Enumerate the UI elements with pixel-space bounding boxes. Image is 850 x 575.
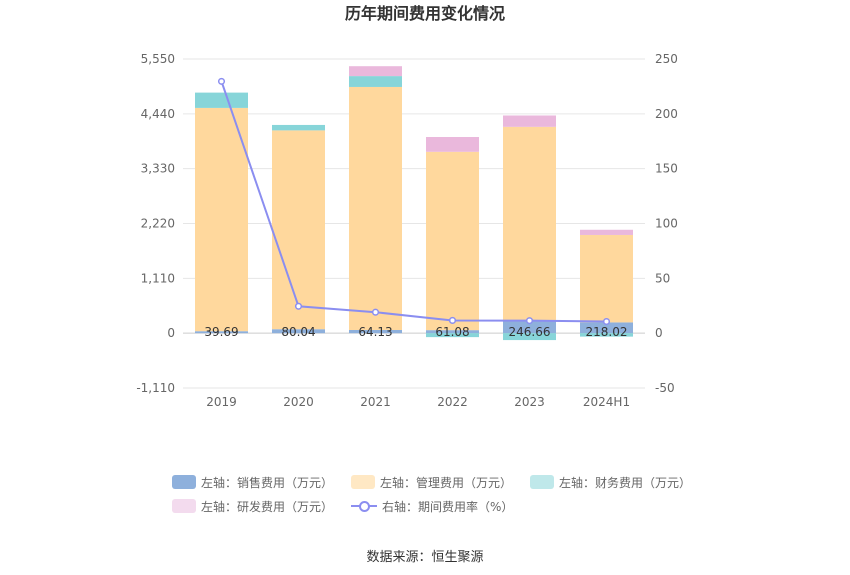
legend-label-rnd: 左轴：研发费用（万元） <box>201 499 334 514</box>
bar-s3-2024H1 <box>580 229 633 235</box>
bar-s2-2023 <box>503 333 556 341</box>
rate-line-series <box>217 77 611 326</box>
legend-label-sales: 左轴：销售费用（万元） <box>201 475 334 490</box>
x-tick-label: 2022 <box>437 395 468 409</box>
bar-s2-2020 <box>272 124 325 131</box>
right-tick-label: 100 <box>655 217 678 231</box>
legend-label-finance: 左轴：财务费用（万元） <box>559 475 692 490</box>
rate-point-2024H1 <box>602 317 611 326</box>
bar-label-2021: 64.13 <box>358 325 392 339</box>
rate-point-2019 <box>217 77 226 85</box>
bar-s2-2024H1 <box>580 333 633 337</box>
left-tick-label: 1,110 <box>141 271 175 285</box>
bar-label-2024H1: 218.02 <box>586 325 628 339</box>
bar-s1-2023 <box>503 126 556 321</box>
right-tick-label: 0 <box>655 326 663 340</box>
legend-item-rnd[interactable]: 左轴：研发费用（万元） <box>172 498 333 515</box>
left-tick-label: 5,550 <box>141 52 175 66</box>
x-axis-ticks: 2019 2020 2021 2022 2023 2024H1 <box>206 395 630 409</box>
right-tick-label: 50 <box>655 271 670 285</box>
bar-s0-2023 <box>503 320 556 334</box>
bar-s1-2024H1 <box>580 234 633 323</box>
rate-point-2023 <box>525 317 534 325</box>
legend-label-rate: 右轴：期间费用率（%） <box>382 499 514 514</box>
left-axis-ticks: 5,550 4,440 3,330 2,220 1,110 0 -1,110 <box>136 52 175 395</box>
legend-swatch-finance <box>530 475 555 489</box>
legend-swatch-rate <box>351 499 378 513</box>
bar-s0-2024H1 <box>580 322 633 334</box>
right-axis-ticks: 250 200 150 100 50 0 -50 <box>655 52 678 395</box>
bar-s3-2021 <box>349 66 402 77</box>
x-tick-label: 2021 <box>360 395 391 409</box>
legend-row-2: 左轴：研发费用（万元） 右轴：期间费用率（%） <box>172 494 692 518</box>
legend-swatch-sales <box>172 475 196 489</box>
bar-label-2020: 80.04 <box>281 325 315 339</box>
legend-item-admin[interactable]: 左轴：管理费用（万元） <box>351 474 512 491</box>
left-tick-label: 3,330 <box>141 162 175 176</box>
bar-series <box>195 66 633 341</box>
legend-item-rate[interactable]: 右轴：期间费用率（%） <box>351 498 513 515</box>
bar-s2-2019 <box>195 92 248 108</box>
bar-label-2022: 61.08 <box>435 325 469 339</box>
right-tick-label: 250 <box>655 52 678 66</box>
right-tick-label: 150 <box>655 162 678 176</box>
x-tick-label: 2019 <box>206 395 237 409</box>
left-tick-label: -1,110 <box>136 381 175 395</box>
legend: 左轴：销售费用（万元） 左轴：管理费用（万元） 左轴：财务费用（万元） 左轴：研… <box>172 470 692 518</box>
rate-line <box>220 81 607 323</box>
legend-swatch-admin <box>351 475 376 489</box>
bar-s1-2022 <box>426 151 479 331</box>
bar-s1-2021 <box>349 86 402 330</box>
right-tick-label: -50 <box>655 381 675 395</box>
bar-s1-2019 <box>195 107 248 332</box>
legend-item-finance[interactable]: 左轴：财务费用（万元） <box>530 474 691 491</box>
bar-data-labels: 39.69 80.04 64.13 61.08 246.66 218.02 <box>204 325 627 339</box>
legend-swatch-rnd <box>172 499 196 513</box>
chart-title: 历年期间费用变化情况 <box>345 4 505 23</box>
legend-row-1: 左轴：销售费用（万元） 左轴：管理费用（万元） 左轴：财务费用（万元） <box>172 470 692 494</box>
gridlines <box>183 58 645 389</box>
bar-s3-2023 <box>503 115 556 127</box>
legend-label-admin: 左轴：管理费用（万元） <box>380 475 513 490</box>
rate-point-2021 <box>371 308 380 316</box>
bar-s3-2022 <box>426 136 479 152</box>
bar-s0-2021 <box>349 329 402 334</box>
left-tick-label: 4,440 <box>141 107 175 121</box>
bar-s2-2022 <box>426 333 479 338</box>
bar-s2-2021 <box>349 76 402 87</box>
x-tick-label: 2020 <box>283 395 314 409</box>
left-tick-label: 0 <box>167 326 175 340</box>
bar-s0-2022 <box>426 330 479 334</box>
data-source: 数据来源：恒生聚源 <box>366 550 484 565</box>
left-tick-label: 2,220 <box>141 217 175 231</box>
bar-s0-2020 <box>272 329 325 334</box>
legend-item-sales[interactable]: 左轴：销售费用（万元） <box>172 474 333 491</box>
rate-point-2022 <box>448 316 457 324</box>
rate-point-2020 <box>294 302 303 310</box>
x-tick-label: 2024H1 <box>583 395 630 409</box>
bar-label-2019: 39.69 <box>204 325 238 339</box>
x-tick-label: 2023 <box>514 395 545 409</box>
bar-s0-2019 <box>195 331 248 334</box>
bar-label-2023: 246.66 <box>509 325 551 339</box>
bar-s1-2020 <box>272 130 325 330</box>
right-tick-label: 200 <box>655 107 678 121</box>
